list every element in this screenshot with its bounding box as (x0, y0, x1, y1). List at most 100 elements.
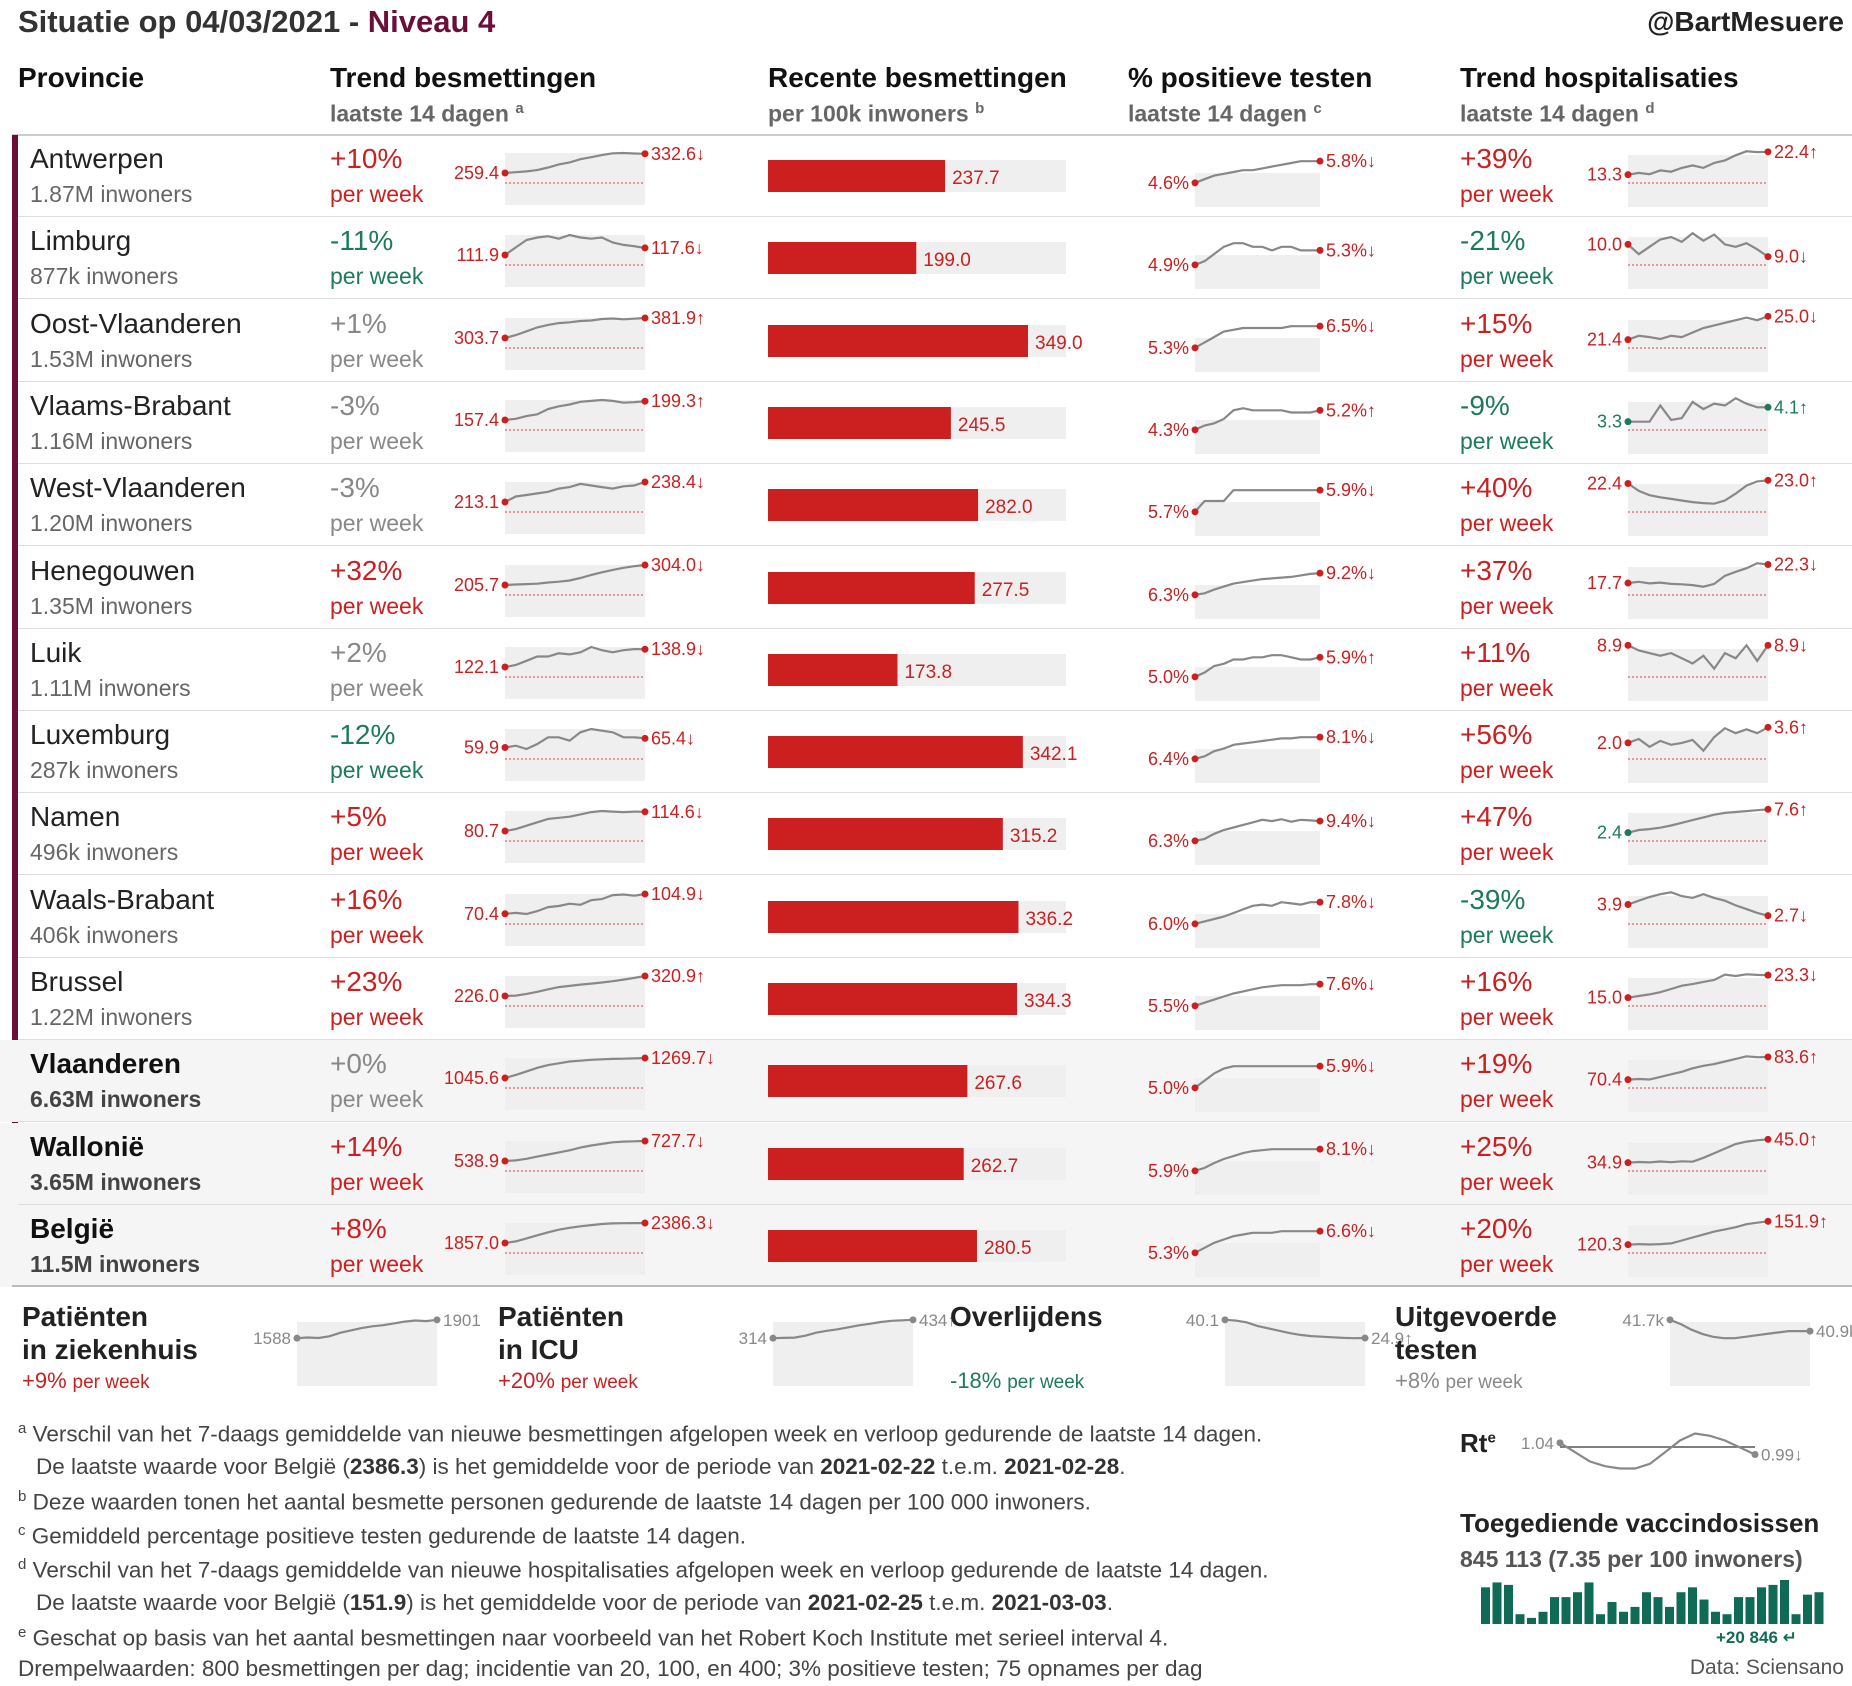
row-charts: 157.4 199.3↑ 245.5 4.3% 5.2%↑ 3.3 4.1↑ (454, 391, 1808, 454)
recent-bar-label: 262.7 (971, 1156, 1019, 1177)
hosp-sparkline-end-dot (1764, 148, 1772, 156)
positive-sparkline-start-label: 6.4% (1148, 749, 1189, 769)
summary-sparkline-end-label: 40.9k↓ (1816, 1322, 1852, 1341)
vaccin-bar (1745, 1597, 1755, 1624)
vaccin-bar (1630, 1606, 1640, 1624)
hosp-sparkline-line (1627, 314, 1769, 341)
positive-sparkline-end-label: 7.8%↓ (1326, 892, 1376, 912)
province-population: 1.11M inwoners (30, 674, 191, 701)
positive-sparkline-start-dot (1191, 1166, 1199, 1174)
infection-trend-unit: per week (330, 592, 424, 619)
summary-sparkline-bg (773, 1322, 913, 1386)
table-bottom-divider (12, 1285, 1852, 1287)
hosp-sparkline-end-label: 25.0↓ (1774, 306, 1818, 326)
infection-trend-pct: -3% (330, 389, 380, 421)
infection-trend-unit: per week (330, 181, 424, 207)
hosp-trend-unit: per week (1460, 1004, 1554, 1030)
infection-sparkline-start-label: 259.4 (454, 163, 499, 183)
table-row: Henegouwen 1.35M inwoners +32% per week +37%… (0, 547, 1852, 629)
col-sub-recent: per 100k inwoners b (768, 100, 985, 127)
infection-sparkline-end-dot (641, 645, 649, 653)
hosp-sparkline-end-label: 23.0↑ (1774, 471, 1818, 491)
infection-sparkline-line (504, 1139, 646, 1162)
positive-sparkline-end-dot (1316, 569, 1324, 577)
region-accent-bar (12, 135, 18, 1285)
hosp-sparkline-end-dot (1764, 312, 1772, 320)
infection-sparkline-line (504, 398, 646, 421)
rt-sparkline: 1.04 0.99↓ (1521, 1432, 1803, 1470)
vaccin-bar (1768, 1584, 1778, 1624)
recent-bar (768, 736, 1023, 769)
row-divider (18, 1121, 1852, 1123)
positive-sparkline-line (1194, 818, 1321, 843)
row-charts: 213.1 238.4↓ 282.0 5.7% 5.9%↓ 22.4 23.0↑ (454, 471, 1818, 537)
positive-sparkline-end-label: 5.2%↑ (1326, 400, 1376, 420)
hosp-trend-unit: per week (1460, 592, 1554, 619)
rt-start-dot (1556, 1439, 1564, 1447)
positive-sparkline-start-dot (1191, 837, 1199, 845)
hosp-sparkline-start-label: 22.4 (1587, 474, 1622, 494)
infection-sparkline-end-label: 1269.7↓ (651, 1048, 715, 1068)
summary-sparkline-svg: 41.7k 40.9k↓ (1622, 1311, 1852, 1386)
province-population: 1.87M inwoners (30, 181, 193, 207)
infection-trend-unit: per week (330, 510, 424, 537)
positive-sparkline-start-label: 5.9% (1148, 1160, 1189, 1180)
positive-sparkline-start-dot (1191, 261, 1199, 269)
hosp-sparkline-line (1627, 561, 1769, 588)
positive-sparkline-line (1194, 324, 1320, 349)
hosp-sparkline-start-label: 13.3 (1587, 165, 1622, 185)
infection-trend-unit: per week (330, 1250, 424, 1277)
hosp-sparkline-start-dot (1624, 994, 1632, 1002)
province-name: West-Vlaanderen (30, 472, 246, 504)
author-handle: @BartMesuere (1647, 6, 1844, 37)
positive-sparkline-start-label: 5.0% (1148, 1078, 1189, 1098)
positive-sparkline-start-dot (1191, 1002, 1199, 1010)
hosp-sparkline-start-label: 2.0 (1597, 733, 1622, 753)
row-divider (18, 874, 1852, 876)
infection-sparkline-bg (505, 976, 645, 1028)
summary-sparkline-start-label: 1588 (253, 1329, 291, 1348)
summary-sparkline-end-dot (1806, 1327, 1814, 1335)
province-name: Luxemburg (30, 719, 171, 751)
province-name: Oost-Vlaanderen (30, 307, 242, 339)
province-population: 3.65M inwoners (30, 1168, 202, 1195)
recent-bar-label: 349.0 (1035, 333, 1083, 354)
summary-sparkline-svg: 1588 1901 (253, 1311, 481, 1386)
row-charts: 538.9 727.7↓ 262.7 5.9% 8.1%↓ 34.9 45.0↑ (454, 1129, 1818, 1195)
infection-trend-unit: per week (330, 1168, 424, 1195)
infection-trend-pct: +0% (330, 1048, 387, 1080)
infection-sparkline-start-dot (501, 498, 509, 506)
infection-sparkline-line (504, 1057, 646, 1080)
positive-sparkline-start-dot (1191, 755, 1199, 763)
row-divider (18, 709, 1852, 711)
hosp-sparkline-bg (1628, 1142, 1768, 1195)
positive-sparkline-end-dot (1316, 1145, 1324, 1153)
hosp-trend-pct: +16% (1460, 966, 1533, 997)
positive-sparkline-start-label: 5.3% (1148, 1243, 1189, 1263)
positive-sparkline-line (1194, 242, 1320, 267)
table-row: België 11.5M inwoners +8% per week +20% per w… (0, 1204, 1852, 1287)
hosp-sparkline-end-dot (1764, 253, 1772, 261)
infection-sparkline-end-label: 2386.3↓ (651, 1213, 715, 1233)
positive-sparkline-end-label: 9.2%↓ (1326, 563, 1376, 583)
infection-sparkline-end-label: 304.0↓ (651, 555, 705, 575)
hosp-sparkline-bg (1628, 978, 1768, 1030)
province-population: 496k inwoners (30, 839, 179, 866)
infection-trend-unit: per week (330, 1004, 424, 1030)
vaccin-total: 845 113 (7.35 per 100 inwoners) (1460, 1546, 1803, 1572)
hosp-sparkline-end-label: 151.9↑ (1774, 1211, 1828, 1231)
infection-sparkline-start-label: 1045.6 (444, 1068, 499, 1088)
table-row: Namen 496k inwoners +5% per week +47% per wee… (0, 793, 1852, 876)
infection-trend-pct: -3% (330, 472, 380, 504)
recent-bar (768, 406, 951, 439)
vaccin-bar (1791, 1614, 1801, 1624)
hosp-trend-unit: per week (1460, 510, 1554, 537)
positive-sparkline-bg (1195, 996, 1320, 1030)
infection-sparkline-bg (505, 811, 645, 864)
table-row: Luxemburg 287k inwoners -12% per week +56% pe… (0, 711, 1852, 794)
positive-sparkline-bg (1195, 666, 1320, 701)
row-divider (18, 545, 1852, 547)
row-charts: 70.4 104.9↓ 336.2 6.0% 7.8%↓ 3.9 2.7↓ (464, 884, 1808, 948)
infection-trend-unit: per week (330, 345, 424, 372)
hosp-sparkline-start-dot (1624, 335, 1632, 343)
